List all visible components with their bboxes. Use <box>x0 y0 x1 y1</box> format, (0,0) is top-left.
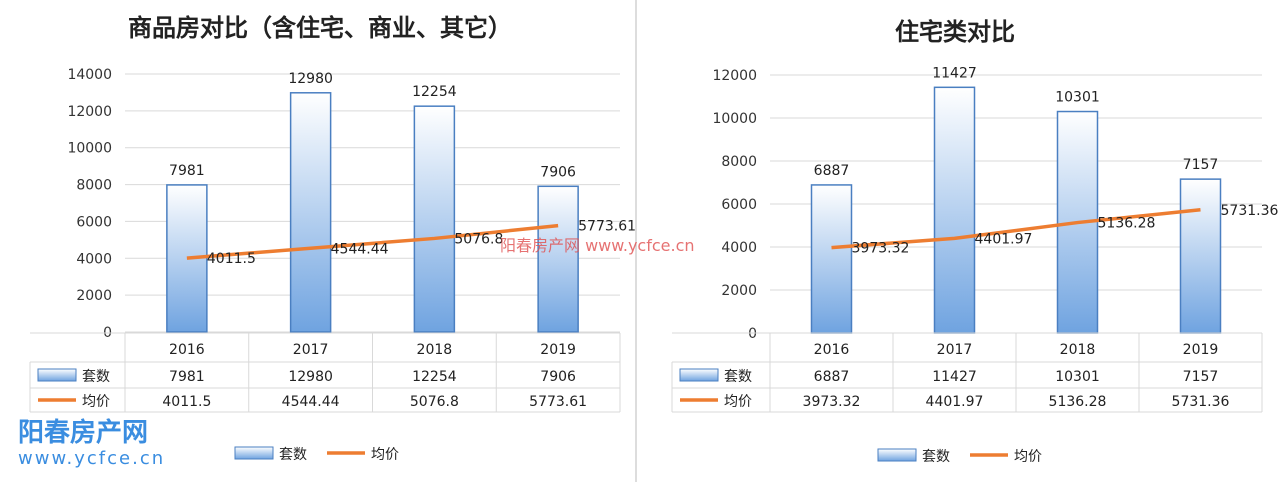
bar-data-label: 12980 <box>288 71 333 87</box>
x-category-label: 2019 <box>1183 342 1219 358</box>
table-cell: 7157 <box>1183 369 1219 385</box>
y-tick-label: 12000 <box>67 104 112 120</box>
bar-data-label: 6887 <box>814 163 850 179</box>
x-category-label: 2016 <box>169 342 205 358</box>
legend-label: 均价 <box>1014 449 1042 465</box>
y-tick-label: 0 <box>748 326 757 342</box>
line-data-label: 4011.5 <box>207 251 256 267</box>
table-series-name: 均价 <box>82 394 110 410</box>
table-legend-bar-key <box>37 368 77 382</box>
table-cell: 10301 <box>1055 369 1100 385</box>
bar-data-label: 7157 <box>1183 157 1219 173</box>
line-series <box>186 223 559 260</box>
y-tick-label: 10000 <box>712 111 757 127</box>
chart-title: 商品房对比（含住宅、商业、其它） <box>128 13 512 42</box>
line-data-label: 5136.28 <box>1098 216 1156 232</box>
bar-data-label: 7981 <box>169 163 205 179</box>
line-data-label: 3973.32 <box>852 241 910 257</box>
legend-label: 均价 <box>371 447 399 463</box>
table-series-name: 均价 <box>724 394 752 410</box>
bar <box>1179 178 1222 334</box>
table-cell: 5136.28 <box>1049 394 1107 410</box>
legend-bar-key <box>234 446 274 460</box>
chart-title: 住宅类对比 <box>895 17 1015 46</box>
legend-bar-key <box>877 448 917 462</box>
bar <box>413 105 456 333</box>
y-tick-label: 6000 <box>76 214 112 230</box>
line-data-label: 5773.61 <box>578 219 636 235</box>
table-cell: 3973.32 <box>803 394 861 410</box>
y-tick-label: 8000 <box>721 154 757 170</box>
table-series-name: 套数 <box>724 369 752 385</box>
y-tick-label: 6000 <box>721 197 757 213</box>
table-cell: 5731.36 <box>1172 394 1230 410</box>
legend-label: 套数 <box>922 449 950 465</box>
bar <box>810 184 853 334</box>
line-data-label: 4401.97 <box>975 231 1033 247</box>
bar <box>933 86 976 334</box>
line-series <box>831 208 1201 250</box>
x-category-label: 2017 <box>937 342 973 358</box>
table-cell: 4544.44 <box>282 394 340 410</box>
table-cell: 5076.8 <box>410 394 459 410</box>
x-category-label: 2018 <box>417 342 453 358</box>
line-data-label: 5731.36 <box>1221 203 1279 219</box>
table-cell: 6887 <box>814 369 850 385</box>
y-tick-label: 14000 <box>67 67 112 83</box>
table-cell: 11427 <box>932 369 977 385</box>
watermark-center: 阳春房产网 www.ycfce.cn <box>500 236 695 255</box>
bar <box>289 92 332 333</box>
x-category-label: 2017 <box>293 342 329 358</box>
x-category-label: 2019 <box>540 342 576 358</box>
table-cell: 12980 <box>288 369 333 385</box>
y-tick-label: 10000 <box>67 141 112 157</box>
x-category-label: 2018 <box>1060 342 1096 358</box>
y-tick-label: 12000 <box>712 68 757 84</box>
bar-data-label: 12254 <box>412 84 457 100</box>
y-tick-label: 8000 <box>76 178 112 194</box>
table-cell: 5773.61 <box>529 394 587 410</box>
table-series-name: 套数 <box>82 369 110 385</box>
bar-data-label: 7906 <box>540 164 576 180</box>
line-data-label: 5076.8 <box>454 231 503 247</box>
line-data-label: 4544.44 <box>331 241 389 257</box>
y-tick-label: 4000 <box>721 240 757 256</box>
table-cell: 4011.5 <box>162 394 211 410</box>
legend-label: 套数 <box>279 447 307 463</box>
y-tick-label: 2000 <box>76 288 112 304</box>
bar-data-label: 10301 <box>1055 90 1100 106</box>
table-cell: 12254 <box>412 369 457 385</box>
table-cell: 7981 <box>169 369 205 385</box>
table-cell: 4401.97 <box>926 394 984 410</box>
watermark-url: www.ycfce.cn <box>18 448 166 469</box>
table-legend-bar-key <box>679 368 719 382</box>
bar <box>537 185 579 333</box>
bar-data-label: 11427 <box>932 65 977 81</box>
y-tick-label: 2000 <box>721 283 757 299</box>
watermark-logo: 阳春房产网 <box>18 418 149 448</box>
table-cell: 7906 <box>540 369 576 385</box>
y-tick-label: 4000 <box>76 251 112 267</box>
x-category-label: 2016 <box>814 342 850 358</box>
